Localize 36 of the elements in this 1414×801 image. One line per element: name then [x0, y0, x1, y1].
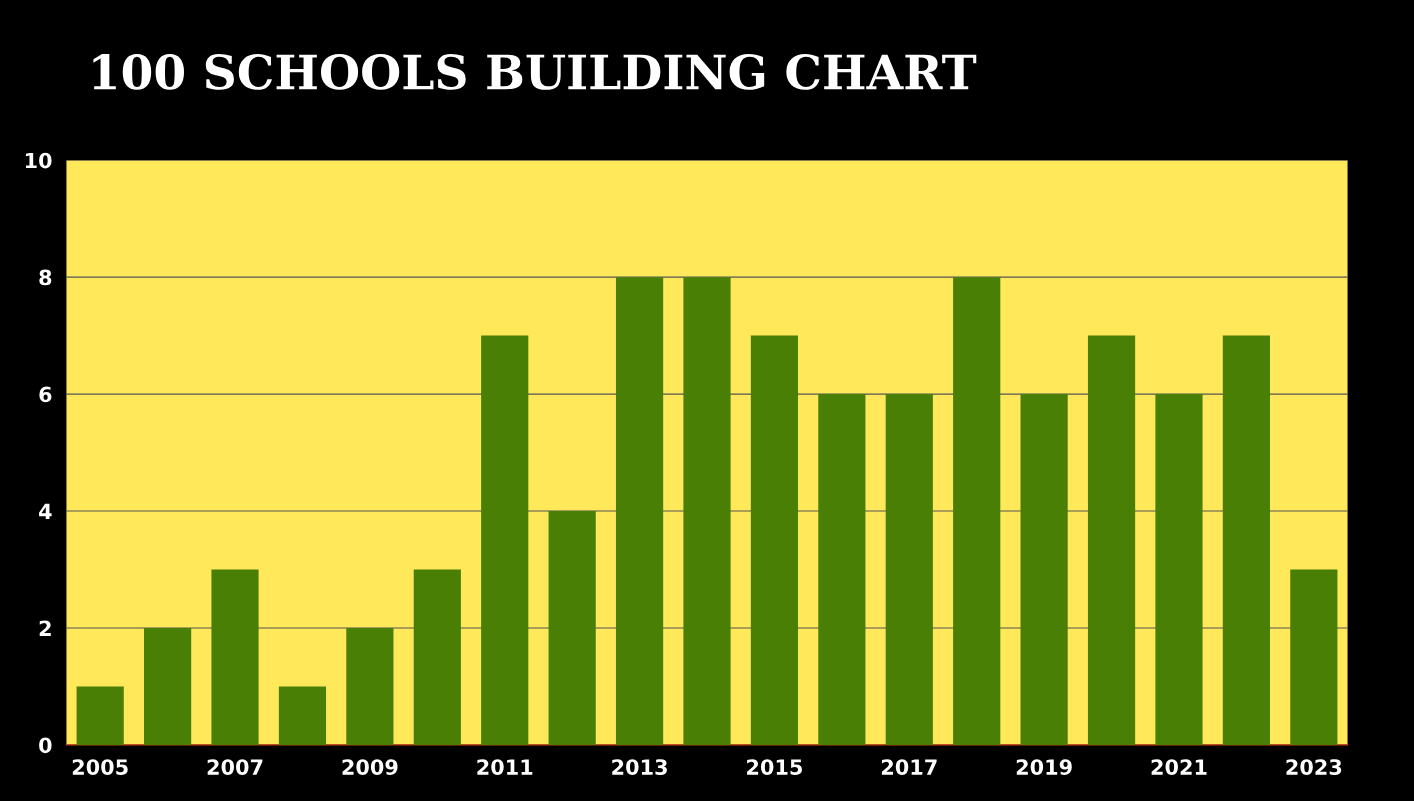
x-tick-label: 2017 [881, 759, 937, 775]
x-tick-label: 2009 [342, 759, 398, 775]
bar [1087, 335, 1136, 745]
x-tick-label: 2015 [747, 759, 802, 775]
y-tick-label: 10 [25, 152, 52, 169]
bar [818, 394, 866, 745]
bar [615, 277, 664, 745]
y-tick-label: 4 [39, 503, 52, 519]
x-tick-label: 2011 [477, 759, 533, 775]
x-tick-label: 2021 [1151, 759, 1207, 775]
chart-title: 100 SCHOOLS BUILDING CHART [93, 54, 977, 90]
bar [885, 394, 933, 745]
x-tick-label: 2007 [207, 759, 263, 775]
bar [144, 627, 192, 745]
x-tick-label: 2005 [72, 759, 128, 775]
bar [548, 511, 596, 745]
y-tick-label: 8 [39, 269, 52, 286]
bar [1155, 394, 1203, 745]
bar [413, 569, 461, 745]
bar [1222, 335, 1270, 745]
y-tick-label: 0 [39, 737, 52, 754]
bar [211, 569, 259, 745]
bar [1020, 394, 1068, 745]
bar [1290, 569, 1338, 745]
x-tick-label: 2023 [1286, 759, 1342, 775]
y-tick-label: 2 [39, 620, 51, 636]
bar [683, 277, 731, 745]
bar [76, 686, 124, 745]
bar [278, 686, 327, 745]
bar [953, 277, 1001, 745]
bar [750, 335, 799, 745]
bar [481, 335, 529, 745]
y-tick-label: 6 [39, 386, 52, 403]
x-tick-label: 2019 [1016, 759, 1072, 775]
bar [346, 627, 394, 745]
x-tick-label: 2013 [612, 759, 667, 775]
